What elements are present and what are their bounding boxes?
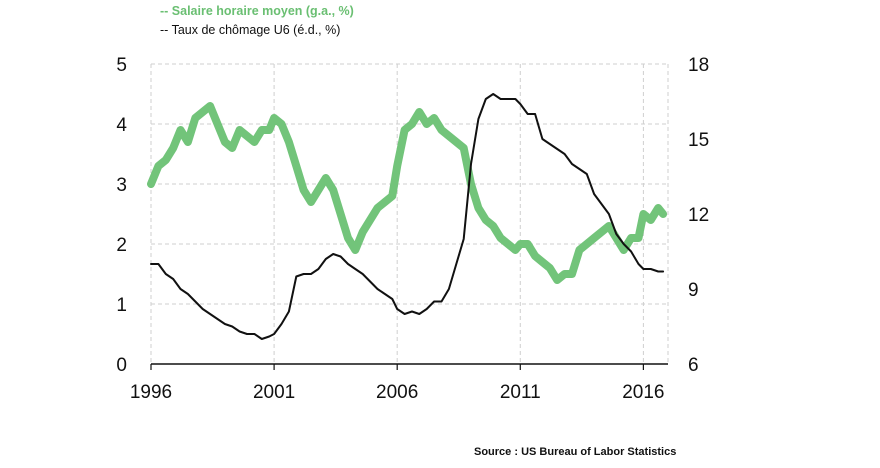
x-tick-label: 2006	[376, 382, 418, 403]
x-tick-label: 2016	[622, 382, 664, 403]
legend-item-wage: -- Salaire horaire moyen (g.a., %)	[160, 4, 354, 18]
y-left-tick-label: 1	[116, 295, 127, 316]
y-left-tick-label: 5	[116, 55, 127, 76]
y-left-tick-label: 4	[116, 115, 127, 136]
x-tick-label: 1996	[130, 382, 172, 403]
y-right-tick-label: 18	[688, 55, 709, 76]
chart-grid	[150, 63, 669, 370]
y-right-tick-label: 9	[688, 280, 699, 301]
y-right-tick-label: 6	[688, 355, 699, 376]
x-tick-label: 2011	[500, 382, 541, 403]
y-right-tick-label: 15	[688, 130, 709, 151]
x-tick-label: 2001	[253, 382, 295, 403]
legend-item-u6: -- Taux de chômage U6 (é.d., %)	[160, 23, 341, 37]
y-right-tick-label: 12	[688, 205, 709, 226]
chart-legend: -- Salaire horaire moyen (g.a., %) -- Ta…	[160, 2, 354, 40]
source-note: Source : US Bureau of Labor Statistics	[474, 446, 677, 458]
y-left-tick-label: 2	[116, 235, 127, 256]
y-left-tick-label: 3	[116, 175, 127, 196]
chart-series	[147, 93, 668, 340]
series-line-u6	[150, 93, 665, 340]
series-line-wage	[147, 102, 668, 284]
y-left-tick-label: 0	[116, 355, 127, 376]
